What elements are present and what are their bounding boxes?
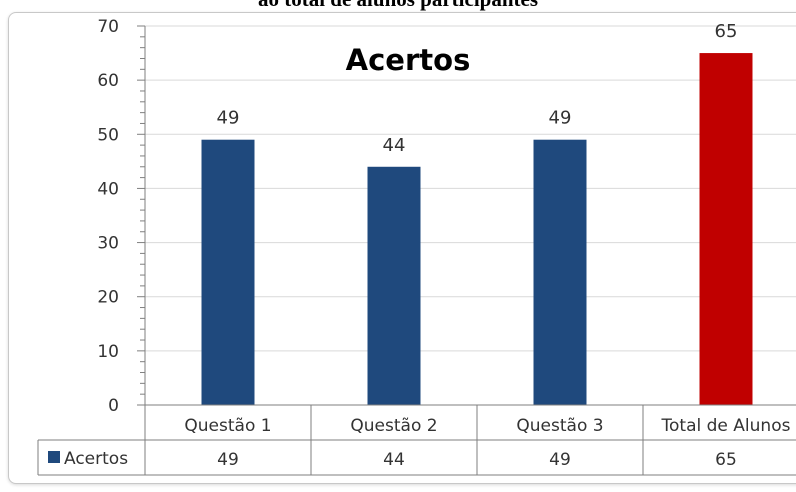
bars [201,53,753,405]
figure-caption: ao total de alunos participantes [0,0,796,12]
legend-swatch [48,451,60,463]
category-label: Questão 1 [184,416,271,436]
data-label: 49 [549,108,572,129]
data-table: Questão 1 Questão 2 Questão 3 Total de Alun… [37,404,796,476]
bar [367,166,421,405]
table-value: 65 [715,450,737,470]
y-tick-label: 10 [97,342,119,362]
y-tick-label: 40 [97,179,119,199]
data-label: 65 [715,21,738,42]
chart-title: Acertos [346,43,471,77]
legend-label: Acertos [64,449,128,469]
category-label: Questão 2 [350,416,437,436]
data-labels: 49 44 49 65 [217,21,738,156]
bar [201,139,255,405]
y-tick-label: 0 [108,396,119,416]
category-label: Questão 3 [516,416,603,436]
table-value: 49 [549,450,571,470]
bar [533,139,587,405]
data-label: 49 [217,108,240,129]
bar [699,53,753,405]
y-tick-label: 50 [97,125,119,145]
y-tick-label: 70 [97,17,119,37]
table-value: 44 [383,450,405,470]
y-tick-label: 60 [97,71,119,91]
y-tick-label: 20 [97,288,119,308]
data-label: 44 [383,135,406,156]
category-label: Total de Alunos [661,416,791,436]
table-value: 49 [217,450,239,470]
y-tick-label: 30 [97,234,119,254]
y-axis: 0 10 20 30 40 50 60 70 [97,17,146,416]
